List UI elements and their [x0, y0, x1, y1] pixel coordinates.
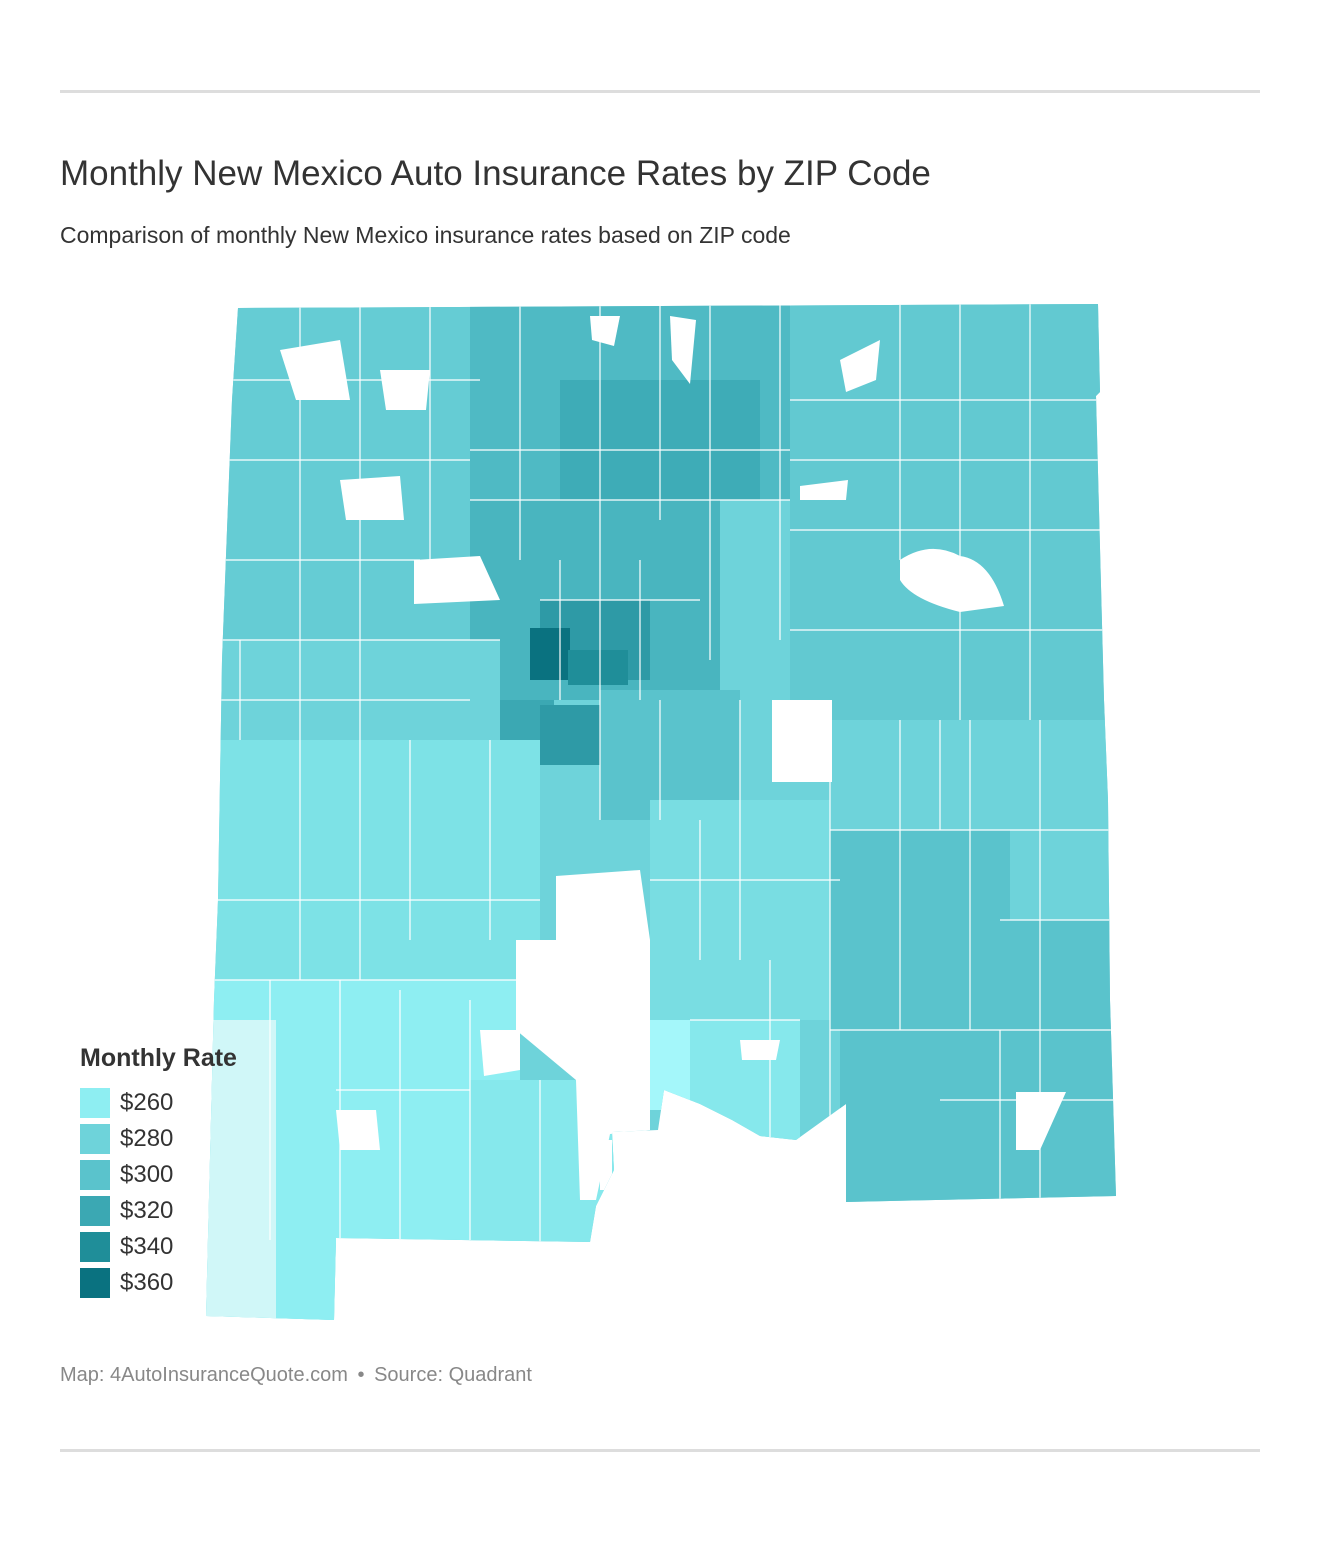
region-cibola	[206, 640, 500, 740]
no-data-south	[600, 1140, 612, 1190]
region-lincoln	[650, 800, 840, 1020]
no-data-jornada	[556, 870, 650, 940]
legend-label: $260	[120, 1089, 174, 1116]
region-albuquerque-south	[568, 650, 628, 685]
no-data-deming	[336, 1110, 380, 1150]
no-data-northwest-3	[340, 476, 404, 520]
legend-item-340: $340	[80, 1229, 237, 1265]
no-data-north-1	[590, 316, 620, 346]
region-albuquerque-west	[530, 628, 570, 680]
legend-swatch	[80, 1088, 110, 1118]
no-data-alamogordo	[740, 1040, 780, 1060]
source-credit: Source: Quadrant	[374, 1364, 532, 1386]
no-data-west-central	[414, 556, 500, 604]
zip-boundaries	[206, 304, 1116, 1250]
region-hidalgo	[206, 1020, 276, 1320]
credits: Map: 4AutoInsuranceQuote.com • Source: Q…	[60, 1364, 532, 1387]
legend-swatch	[80, 1232, 110, 1262]
no-data-north-2	[670, 316, 696, 384]
region-valencia	[540, 705, 610, 765]
legend-item-320: $320	[80, 1193, 237, 1229]
legend-swatch	[80, 1160, 110, 1190]
region-chaves-south	[830, 830, 1010, 1030]
no-data-las-cruces	[480, 1030, 520, 1076]
no-data-central-east	[772, 700, 832, 782]
region-northeast	[790, 304, 1116, 720]
region-catron	[206, 740, 540, 980]
legend-label: $360	[120, 1269, 174, 1296]
top-divider	[60, 90, 1260, 93]
legend-item-260: $260	[80, 1085, 237, 1121]
no-data-ute-lake	[900, 548, 1004, 612]
legend-item-360: $360	[80, 1265, 237, 1301]
region-torrance	[600, 690, 740, 820]
map-credit: Map: 4AutoInsuranceQuote.com	[60, 1364, 348, 1386]
no-data-northwest-1	[280, 340, 350, 400]
region-eddy	[840, 1030, 1010, 1210]
no-data-north-east	[840, 340, 880, 392]
legend-label: $340	[120, 1233, 174, 1260]
region-hidalgo-east	[276, 1020, 336, 1320]
no-data-white-sands	[516, 940, 650, 1200]
legend-label: $280	[120, 1125, 174, 1152]
no-data-northwest-2	[380, 370, 430, 410]
no-data-southeast	[1016, 1092, 1066, 1150]
legend-item-280: $280	[80, 1121, 237, 1157]
map-regions	[206, 304, 1116, 1320]
chart-title: Monthly New Mexico Auto Insurance Rates …	[60, 154, 931, 193]
region-otero	[690, 1020, 800, 1140]
bottom-divider	[60, 1449, 1260, 1452]
legend-swatch	[80, 1196, 110, 1226]
legend-swatch	[80, 1124, 110, 1154]
legend-label: $320	[120, 1197, 174, 1224]
no-data-areas	[280, 316, 1066, 1200]
credit-separator: •	[357, 1364, 365, 1386]
no-data-springer	[800, 480, 848, 500]
legend-swatch	[80, 1268, 110, 1298]
legend-title: Monthly Rate	[80, 1044, 237, 1072]
chart-subtitle: Comparison of monthly New Mexico insuran…	[60, 222, 791, 248]
legend-label: $300	[120, 1161, 174, 1188]
legend-item-300: $300	[80, 1157, 237, 1193]
region-lea	[1000, 920, 1116, 1200]
legend: Monthly Rate $260 $280 $300 $320 $340 $3…	[80, 1044, 237, 1301]
